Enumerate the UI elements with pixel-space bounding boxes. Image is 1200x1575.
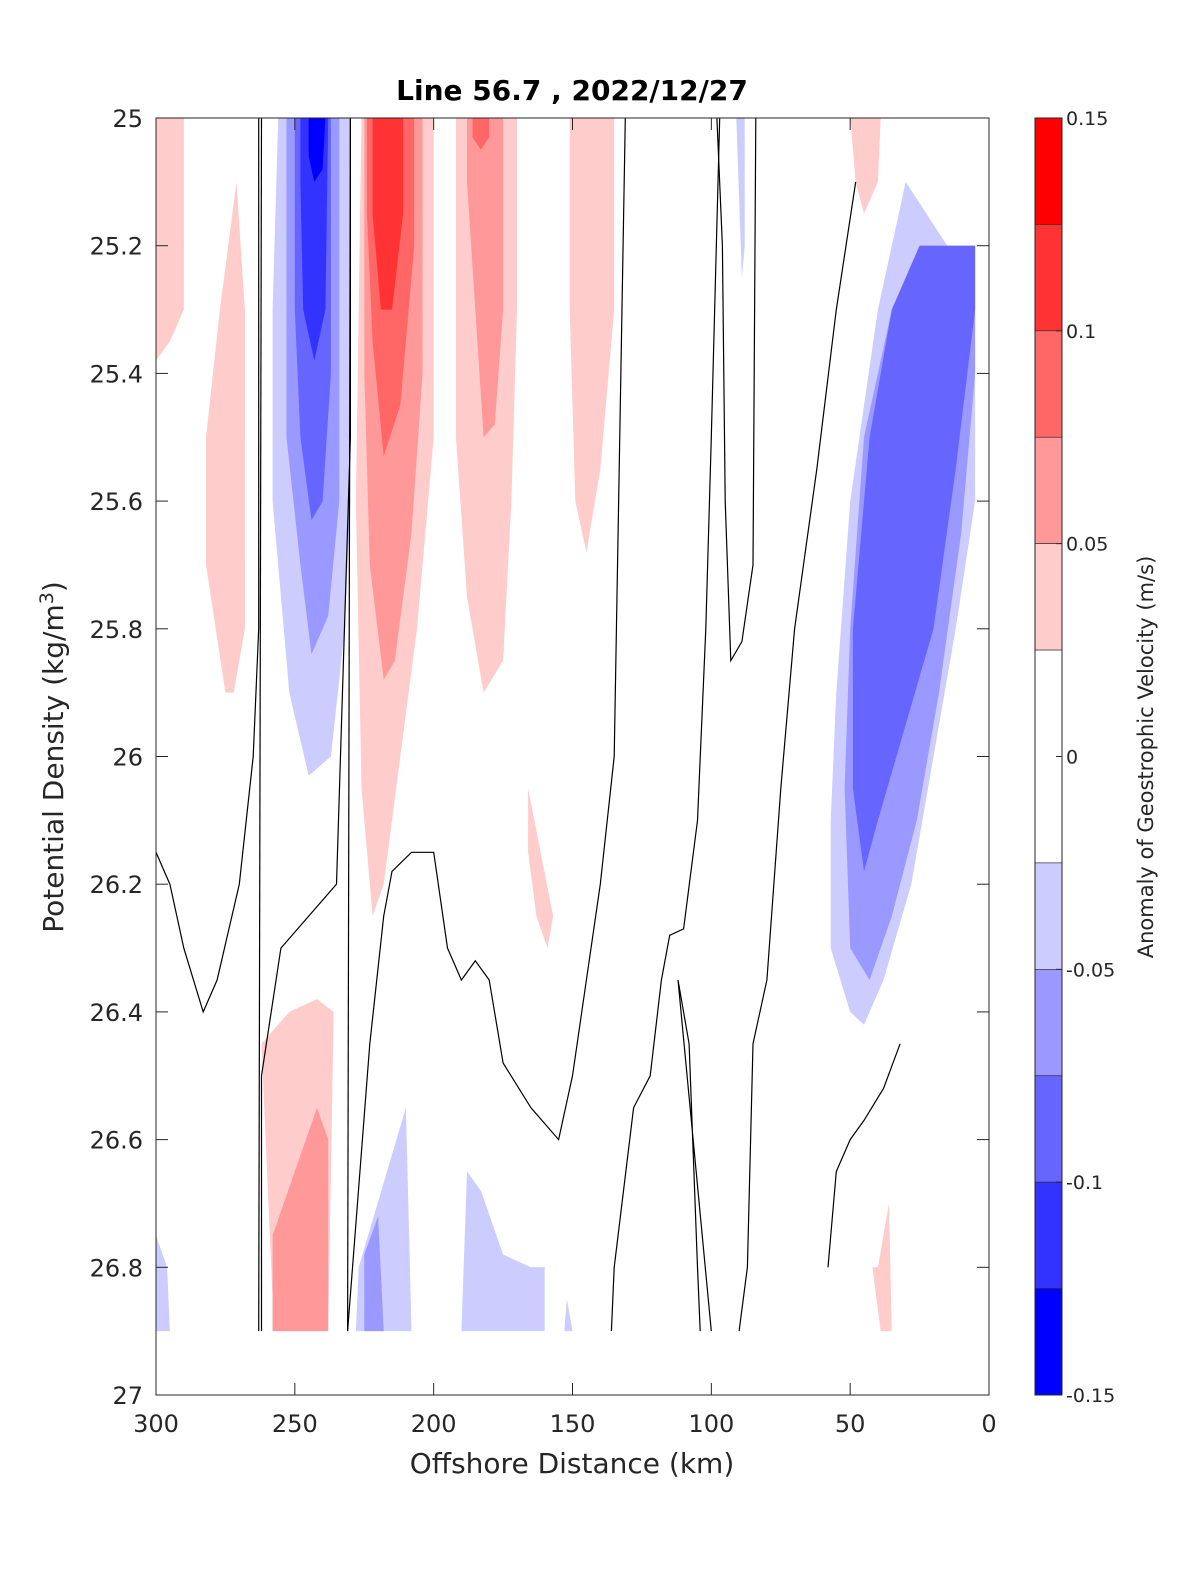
contour-region-28: [564, 1299, 573, 1332]
colorbar-swatch-4: [1034, 543, 1063, 651]
y-tick-label: 26.2: [90, 871, 143, 899]
contour-region-16: [850, 118, 881, 214]
zero-contour-line-6: [677, 979, 712, 1332]
contour-region-5: [300, 118, 329, 361]
zero-contour-line-9: [827, 1043, 901, 1268]
x-tick-label: 50: [835, 1410, 866, 1438]
x-tick-label: 250: [272, 1410, 318, 1438]
y-tick-label: 26.6: [90, 1127, 143, 1155]
x-tick-label: 300: [133, 1410, 179, 1438]
y-tick-label: 25.8: [90, 616, 143, 644]
y-tick-label: 26: [112, 744, 143, 772]
y-tick-label: 26.8: [90, 1254, 143, 1282]
contour-region-22: [272, 1107, 329, 1332]
contour-region-20: [852, 245, 976, 872]
contour-region-24: [156, 1235, 170, 1332]
x-tick-label: 200: [411, 1410, 457, 1438]
zero-contour-layer: [155, 117, 901, 1332]
zero-contour-line-0: [258, 117, 263, 1332]
contour-fill-layer: [156, 118, 976, 1332]
contour-region-23: [872, 1203, 892, 1332]
colorbar-swatch-9: [1034, 1181, 1063, 1289]
colorbar-tick-label: 0.15: [1066, 108, 1108, 130]
colorbar-swatch-3: [1034, 436, 1063, 544]
zero-contour-line-3: [260, 118, 351, 1332]
x-tick-label: 100: [688, 1410, 734, 1438]
zero-contour-line-5: [610, 117, 721, 1332]
colorbar-tick-label: -0.15: [1066, 1385, 1115, 1407]
axis-ticks-layer: 300 250 200 150 100 50 0 25 25.2 25.4 25.6 25.8 26 26…: [90, 105, 997, 1438]
contour-region-27: [461, 1171, 545, 1332]
contour-region-1: [206, 181, 245, 693]
zero-contour-line-7: [738, 181, 857, 1332]
colorbar-tick-label: 0.05: [1066, 534, 1108, 556]
colorbar-tick-label: 0.1: [1066, 321, 1096, 343]
colorbar-label: Anomaly of Geostrophic Velocity (m/s): [1134, 556, 1158, 959]
y-tick-label: 25.2: [90, 233, 143, 261]
zero-contour-line-8: [716, 117, 757, 663]
contour-region-17: [736, 118, 745, 278]
zero-contour-line-2: [155, 118, 260, 1014]
colorbar-swatch-1: [1034, 224, 1063, 332]
colorbar-swatch-8: [1034, 1075, 1063, 1183]
y-axis-label: Potential Density (kg/m3): [36, 581, 70, 933]
colorbar-tick-label: 0: [1066, 747, 1078, 769]
colorbar-tick-label: -0.05: [1066, 959, 1115, 981]
colorbar-swatch-10: [1034, 1288, 1063, 1396]
contour-region-6: [308, 118, 326, 182]
zero-contour-line-4: [347, 117, 626, 1332]
y-tick-label: 25.6: [90, 488, 143, 516]
colorbar-swatch-6: [1034, 862, 1063, 970]
x-axis-label: Offshore Distance (km): [410, 1447, 735, 1480]
y-axis-label-superscript: 3: [36, 592, 58, 604]
contour-region-0: [156, 118, 184, 361]
y-tick-label: 25.4: [90, 360, 143, 388]
contour-region-10: [372, 118, 404, 310]
y-axis-label-close: ): [37, 581, 70, 592]
chart-title: Line 56.7 , 2022/12/27: [396, 74, 748, 107]
contour-region-26: [364, 1216, 384, 1332]
y-axis-label-main: Potential Density (kg/m: [37, 604, 70, 933]
y-tick-label: 25: [112, 105, 143, 133]
contour-region-13: [472, 118, 490, 150]
contour-region-15: [528, 788, 554, 949]
colorbar-swatch-7: [1034, 969, 1063, 1077]
colorbar-swatch-2: [1034, 330, 1063, 438]
x-tick-label: 150: [550, 1410, 596, 1438]
x-tick-label: 0: [981, 1410, 996, 1438]
y-tick-label: 27: [112, 1382, 143, 1410]
contour-region-14: [569, 118, 615, 553]
contour-region-12: [467, 118, 504, 438]
colorbar-tick-label: -0.1: [1066, 1172, 1103, 1194]
y-tick-label: 26.4: [90, 999, 143, 1027]
colorbar-swatch-0: [1034, 117, 1063, 225]
colorbar: 0.15 0.1 0.05 0 -0.05 -0.1 -0.15: [1034, 108, 1115, 1407]
